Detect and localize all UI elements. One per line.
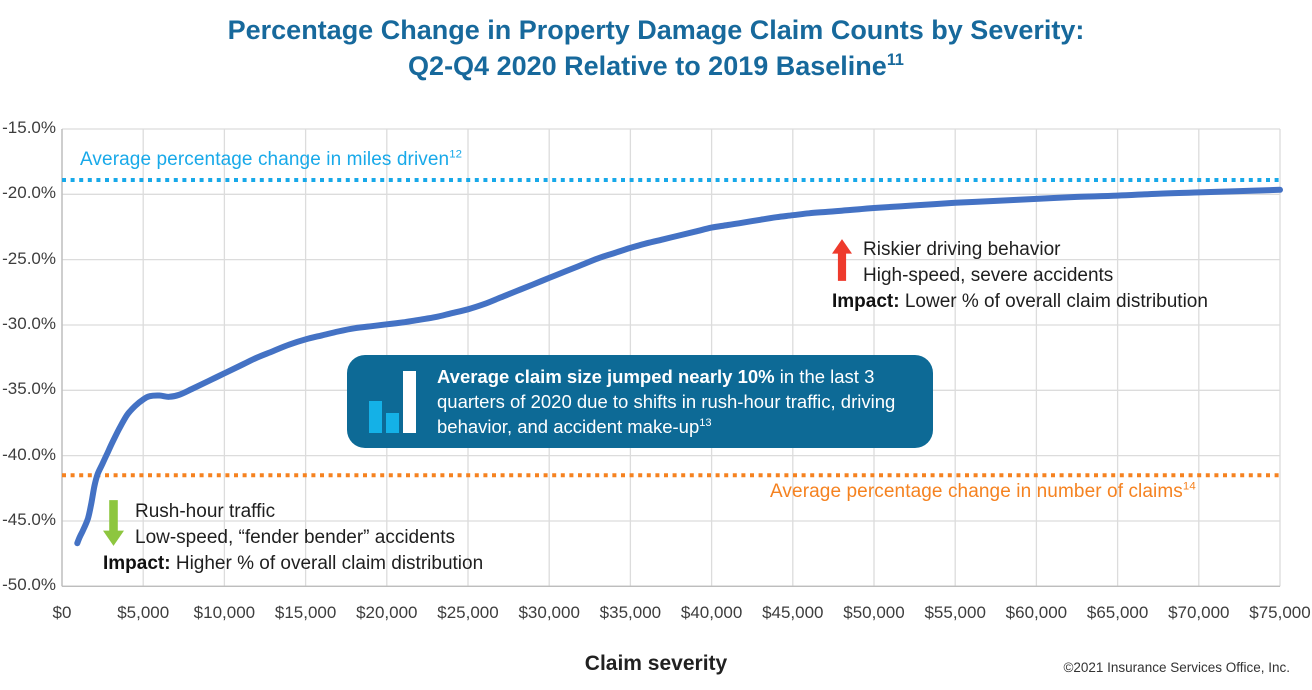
x-tick-label: $50,000 (843, 603, 905, 622)
x-tick-label: $15,000 (274, 603, 337, 622)
x-tick-label: $20,000 (356, 603, 418, 622)
x-tick-label: $10,000 (193, 603, 256, 622)
number-of-claims-reference-label: Average percentage change in number of c… (770, 480, 1196, 502)
x-tick-label: $25,000 (437, 603, 499, 622)
y-tick-label: -35.0% (2, 379, 56, 399)
high-severity-line1: Riskier driving behavior (863, 239, 1061, 260)
miles-driven-reference-label: Average percentage change in miles drive… (80, 148, 463, 170)
claim-size-callout: Average claim size jumped nearly 10% in … (347, 355, 933, 448)
y-tick-label: -40.0% (2, 444, 56, 464)
y-tick-label: -20.0% (2, 183, 56, 203)
high-severity-annotation: Riskier driving behavior High-speed, sev… (832, 237, 1208, 315)
y-tick-label: -30.0% (2, 313, 56, 333)
x-tick-label: $55,000 (924, 603, 986, 622)
x-tick-label: $30,000 (518, 603, 580, 622)
high-severity-line2: High-speed, severe accidents (863, 265, 1114, 286)
callout-footnote: 13 (699, 416, 712, 429)
title-footnote: 11 (886, 51, 904, 69)
y-tick-label: -15.0% (2, 118, 56, 137)
red-up-arrow-icon (832, 239, 852, 281)
x-tick-label: $75,000 (1249, 603, 1311, 622)
callout-text: Average claim size jumped nearly 10% in … (437, 366, 896, 437)
x-tick-label: $45,000 (762, 603, 824, 622)
x-tick-label: $70,000 (1168, 603, 1230, 622)
copyright-notice: ©2021 Insurance Services Office, Inc. (1063, 660, 1290, 675)
x-tick-label: $65,000 (1086, 603, 1149, 622)
x-tick-label: $0 (52, 603, 72, 622)
y-tick-label: -25.0% (2, 248, 56, 268)
green-down-arrow-icon (103, 500, 124, 546)
x-axis-title: Claim severity (584, 652, 728, 675)
x-tick-label: $40,000 (680, 603, 743, 622)
x-tick-label: $35,000 (599, 603, 662, 622)
title-line-1: Percentage Change in Property Damage Cla… (227, 15, 1085, 45)
y-tick-label: -50.0% (2, 575, 56, 595)
title-line-2: Q2-Q4 2020 Relative to 2019 Baseline11 (408, 51, 904, 81)
page-title: Percentage Change in Property Damage Cla… (0, 12, 1312, 84)
low-severity-annotation: Rush-hour traffic Low-speed, “fender ben… (103, 499, 483, 577)
claim-counts-curve (74, 186, 1283, 547)
low-severity-line2: Low-speed, “fender bender” accidents (135, 527, 456, 548)
miles-driven-footnote: 12 (449, 148, 463, 161)
number-of-claims-footnote: 14 (1182, 480, 1196, 493)
x-tick-label: $60,000 (1005, 603, 1068, 622)
bar-chart-icon (369, 370, 416, 433)
low-severity-impact: Impact: Higher % of overall claim distri… (103, 553, 484, 574)
high-severity-impact: Impact: Lower % of overall claim distrib… (832, 291, 1208, 312)
y-tick-label: -45.0% (2, 509, 56, 529)
low-severity-line1: Rush-hour traffic (135, 501, 276, 522)
x-tick-label: $5,000 (117, 603, 170, 622)
